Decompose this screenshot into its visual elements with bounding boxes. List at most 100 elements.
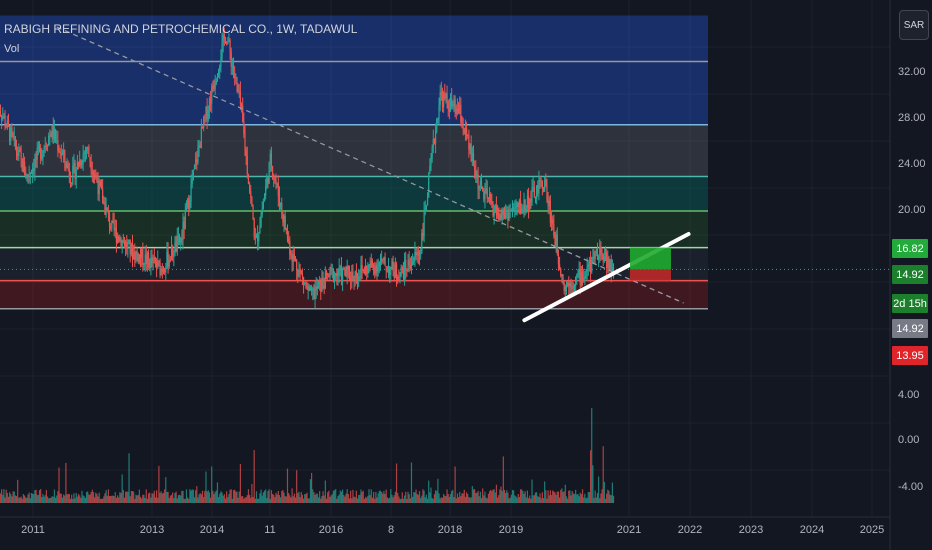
candle-body — [521, 208, 523, 214]
candle-body — [252, 206, 254, 220]
volume-bar — [85, 492, 88, 503]
volume-bar — [327, 492, 329, 503]
candle-body — [371, 260, 374, 265]
candle-body — [554, 235, 556, 246]
candle-body — [185, 206, 188, 210]
volume-bar — [56, 495, 58, 503]
candle-body — [421, 232, 423, 253]
volume-bar — [266, 497, 268, 503]
volume-bar — [257, 498, 259, 503]
volume-bar — [533, 494, 535, 503]
candle-body — [273, 176, 275, 178]
volume-bar — [444, 495, 446, 503]
volume-bar — [215, 490, 217, 503]
entry-price-badge: 14.92 — [892, 319, 928, 338]
volume-bar — [230, 489, 232, 503]
candle-body — [567, 282, 569, 286]
volume-bar — [304, 494, 306, 503]
candle-body — [30, 172, 33, 174]
candle-body — [242, 105, 244, 122]
time-tick-label: 2014 — [199, 524, 225, 536]
candle-body — [555, 234, 557, 246]
volume-bar — [483, 495, 485, 503]
candle-body — [52, 124, 54, 139]
candle-body — [298, 270, 300, 277]
volume-bar — [394, 491, 397, 503]
candle-body — [319, 279, 321, 284]
candle-body — [495, 205, 498, 216]
candle-body — [23, 161, 26, 175]
volume-bar — [375, 491, 377, 503]
volume-bar — [114, 492, 116, 503]
volume-bar — [138, 489, 140, 503]
volume-bar — [306, 492, 308, 503]
candle-body — [29, 172, 31, 176]
candle-body — [245, 149, 247, 156]
candle-body — [370, 260, 372, 268]
candle-body — [593, 257, 595, 259]
candle-body — [73, 162, 75, 166]
volume-bar — [369, 495, 371, 503]
candle-body — [596, 248, 599, 260]
candle-body — [583, 277, 585, 281]
candle-body — [420, 252, 422, 254]
candle-body — [356, 277, 359, 280]
volume-bar — [426, 498, 429, 503]
price-tick-label: 32.00 — [898, 66, 926, 78]
volume-bar — [73, 493, 75, 503]
volume-bar — [89, 494, 91, 503]
candle-body — [511, 209, 514, 212]
volume-bar — [550, 494, 553, 503]
candle-body — [550, 219, 553, 224]
volume-bar — [410, 462, 413, 503]
volume-bar — [237, 497, 239, 503]
candle-body — [341, 269, 344, 282]
volume-bar — [283, 492, 285, 503]
candle-body — [130, 243, 132, 255]
candle-body — [352, 271, 354, 278]
candle-body — [465, 128, 468, 136]
candle-body — [393, 271, 395, 278]
candle-body — [122, 240, 124, 242]
volume-bar — [14, 495, 16, 503]
volume-bar — [128, 453, 130, 503]
volume-bar — [552, 490, 554, 503]
volume-bar — [17, 479, 19, 503]
candle-body — [151, 257, 153, 264]
candle-body — [487, 198, 490, 200]
volume-bar — [409, 498, 411, 503]
volume-bar — [433, 494, 436, 503]
volume-bar — [199, 493, 201, 503]
candle-body — [400, 267, 402, 276]
candle-body — [266, 177, 268, 186]
time-tick-label: 2024 — [799, 524, 825, 536]
candle-body — [240, 104, 243, 106]
volume-bar — [12, 491, 14, 503]
volume-bar — [246, 495, 248, 503]
candle-body — [270, 153, 273, 167]
volume-bar — [595, 497, 597, 503]
volume-bar — [495, 484, 498, 503]
candle-body — [0, 111, 2, 116]
candle-body — [346, 266, 348, 277]
currency-button[interactable]: SAR — [899, 10, 929, 40]
volume-bar — [175, 491, 177, 503]
volume-bar — [457, 497, 460, 503]
candle-body — [4, 115, 6, 127]
candle-body — [128, 239, 130, 244]
volume-bar — [98, 492, 100, 503]
volume-bar — [479, 491, 481, 503]
candle-body — [66, 163, 68, 168]
volume-bar — [374, 498, 376, 503]
candle-body — [149, 259, 151, 269]
volume-bar — [463, 489, 465, 503]
volume-bar — [100, 498, 103, 503]
volume-bar — [425, 494, 428, 503]
candle-body — [96, 176, 98, 183]
volume-bar — [545, 490, 547, 503]
candle-body — [330, 267, 332, 270]
candle-body — [433, 139, 436, 144]
volume-bar — [173, 498, 175, 503]
volume-bar — [129, 496, 131, 503]
